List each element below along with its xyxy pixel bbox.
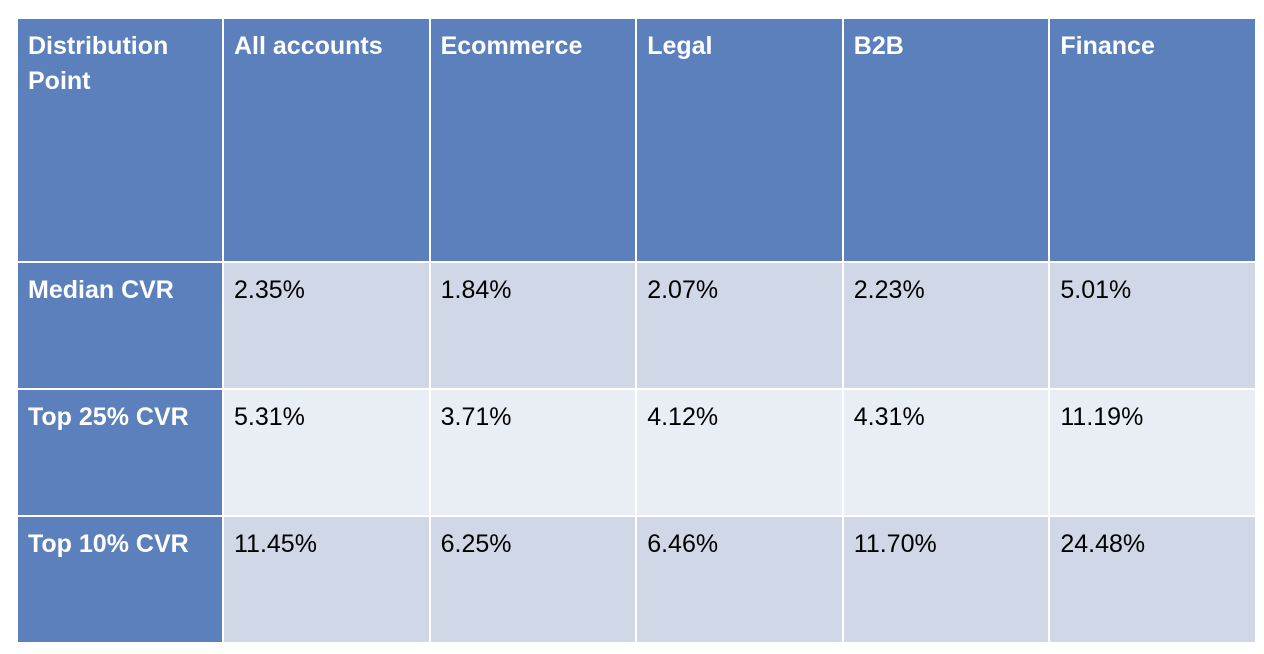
cvr-distribution-table: Distribution Point All accounts Ecommerc… (16, 17, 1257, 644)
header-distribution-point: Distribution Point (16, 17, 224, 263)
header-all-accounts: All accounts (222, 17, 431, 263)
row-label-top-25: Top 25% CVR (16, 388, 224, 517)
cell-top10-all-accounts: 11.45% (222, 515, 431, 644)
cell-top25-all-accounts: 5.31% (222, 388, 431, 517)
cell-top25-finance: 11.19% (1048, 388, 1257, 517)
cell-median-finance: 5.01% (1048, 261, 1257, 390)
table-row-median: Median CVR 2.35% 1.84% 2.07% 2.23% 5.01% (16, 261, 1257, 390)
table-row-top-10: Top 10% CVR 11.45% 6.25% 6.46% 11.70% 24… (16, 515, 1257, 644)
header-ecommerce: Ecommerce (428, 17, 638, 263)
cell-top25-b2b: 4.31% (841, 388, 1051, 517)
table-header-row: Distribution Point All accounts Ecommerc… (16, 17, 1257, 263)
row-label-top-10: Top 10% CVR (16, 515, 224, 644)
cell-top10-finance: 24.48% (1048, 515, 1257, 644)
cell-median-legal: 2.07% (635, 261, 844, 390)
header-legal: Legal (635, 17, 844, 263)
cell-top10-legal: 6.46% (635, 515, 844, 644)
header-finance: Finance (1048, 17, 1257, 263)
row-label-median: Median CVR (16, 261, 224, 390)
cell-top10-b2b: 11.70% (841, 515, 1051, 644)
cell-top10-ecommerce: 6.25% (428, 515, 638, 644)
table-row-top-25: Top 25% CVR 5.31% 3.71% 4.12% 4.31% 11.1… (16, 388, 1257, 517)
cell-median-ecommerce: 1.84% (428, 261, 638, 390)
cvr-distribution-table-container: Distribution Point All accounts Ecommerc… (16, 17, 1257, 644)
cell-top25-legal: 4.12% (635, 388, 844, 517)
cell-top25-ecommerce: 3.71% (428, 388, 638, 517)
cell-median-all-accounts: 2.35% (222, 261, 431, 390)
header-b2b: B2B (841, 17, 1051, 263)
cell-median-b2b: 2.23% (841, 261, 1051, 390)
